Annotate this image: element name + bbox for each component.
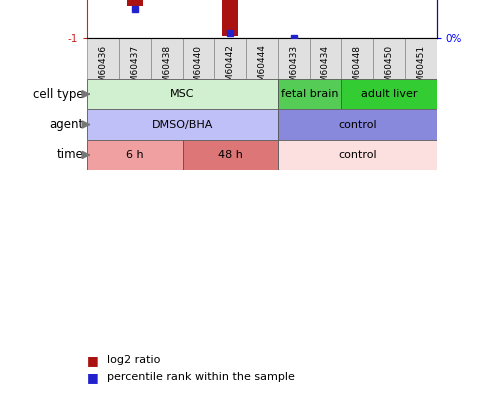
- Bar: [87, 38, 119, 79]
- Bar: [246, 38, 278, 79]
- Text: GSM60448: GSM60448: [353, 45, 362, 94]
- Text: MSC: MSC: [170, 89, 195, 99]
- Text: GSM60438: GSM60438: [162, 45, 171, 94]
- Text: control: control: [338, 119, 377, 130]
- Text: log2 ratio: log2 ratio: [107, 356, 161, 365]
- Text: GSM60444: GSM60444: [257, 45, 266, 94]
- Text: percentile rank within the sample: percentile rank within the sample: [107, 373, 295, 382]
- Text: ■: ■: [87, 371, 99, 384]
- Bar: [87, 109, 278, 140]
- Bar: [222, 0, 238, 36]
- Bar: [119, 38, 151, 79]
- Bar: [278, 79, 341, 109]
- Text: GSM60437: GSM60437: [130, 45, 139, 94]
- Text: GSM60450: GSM60450: [385, 45, 394, 94]
- Bar: [87, 79, 278, 109]
- Text: 6 h: 6 h: [126, 150, 144, 160]
- Bar: [405, 38, 437, 79]
- Text: fetal brain: fetal brain: [281, 89, 338, 99]
- Bar: [87, 140, 183, 170]
- Bar: [373, 38, 405, 79]
- Text: GSM60436: GSM60436: [99, 45, 108, 94]
- Text: ■: ■: [87, 354, 99, 367]
- Bar: [151, 38, 183, 79]
- Bar: [309, 38, 341, 79]
- Text: GSM60440: GSM60440: [194, 45, 203, 94]
- Text: GSM60442: GSM60442: [226, 45, 235, 94]
- Bar: [278, 109, 437, 140]
- Bar: [341, 38, 373, 79]
- Text: 48 h: 48 h: [218, 150, 243, 160]
- Bar: [341, 79, 437, 109]
- Bar: [278, 38, 309, 79]
- Bar: [183, 140, 278, 170]
- Text: agent: agent: [49, 118, 84, 131]
- Text: GSM60451: GSM60451: [416, 45, 425, 94]
- Text: cell type: cell type: [33, 87, 84, 101]
- Text: GSM60434: GSM60434: [321, 45, 330, 94]
- Bar: [127, 0, 143, 6]
- Text: control: control: [338, 150, 377, 160]
- Text: GSM60433: GSM60433: [289, 45, 298, 94]
- Text: time: time: [57, 148, 84, 162]
- Bar: [278, 140, 437, 170]
- Text: adult liver: adult liver: [361, 89, 417, 99]
- Text: DMSO/BHA: DMSO/BHA: [152, 119, 213, 130]
- Bar: [215, 38, 246, 79]
- Bar: [183, 38, 215, 79]
